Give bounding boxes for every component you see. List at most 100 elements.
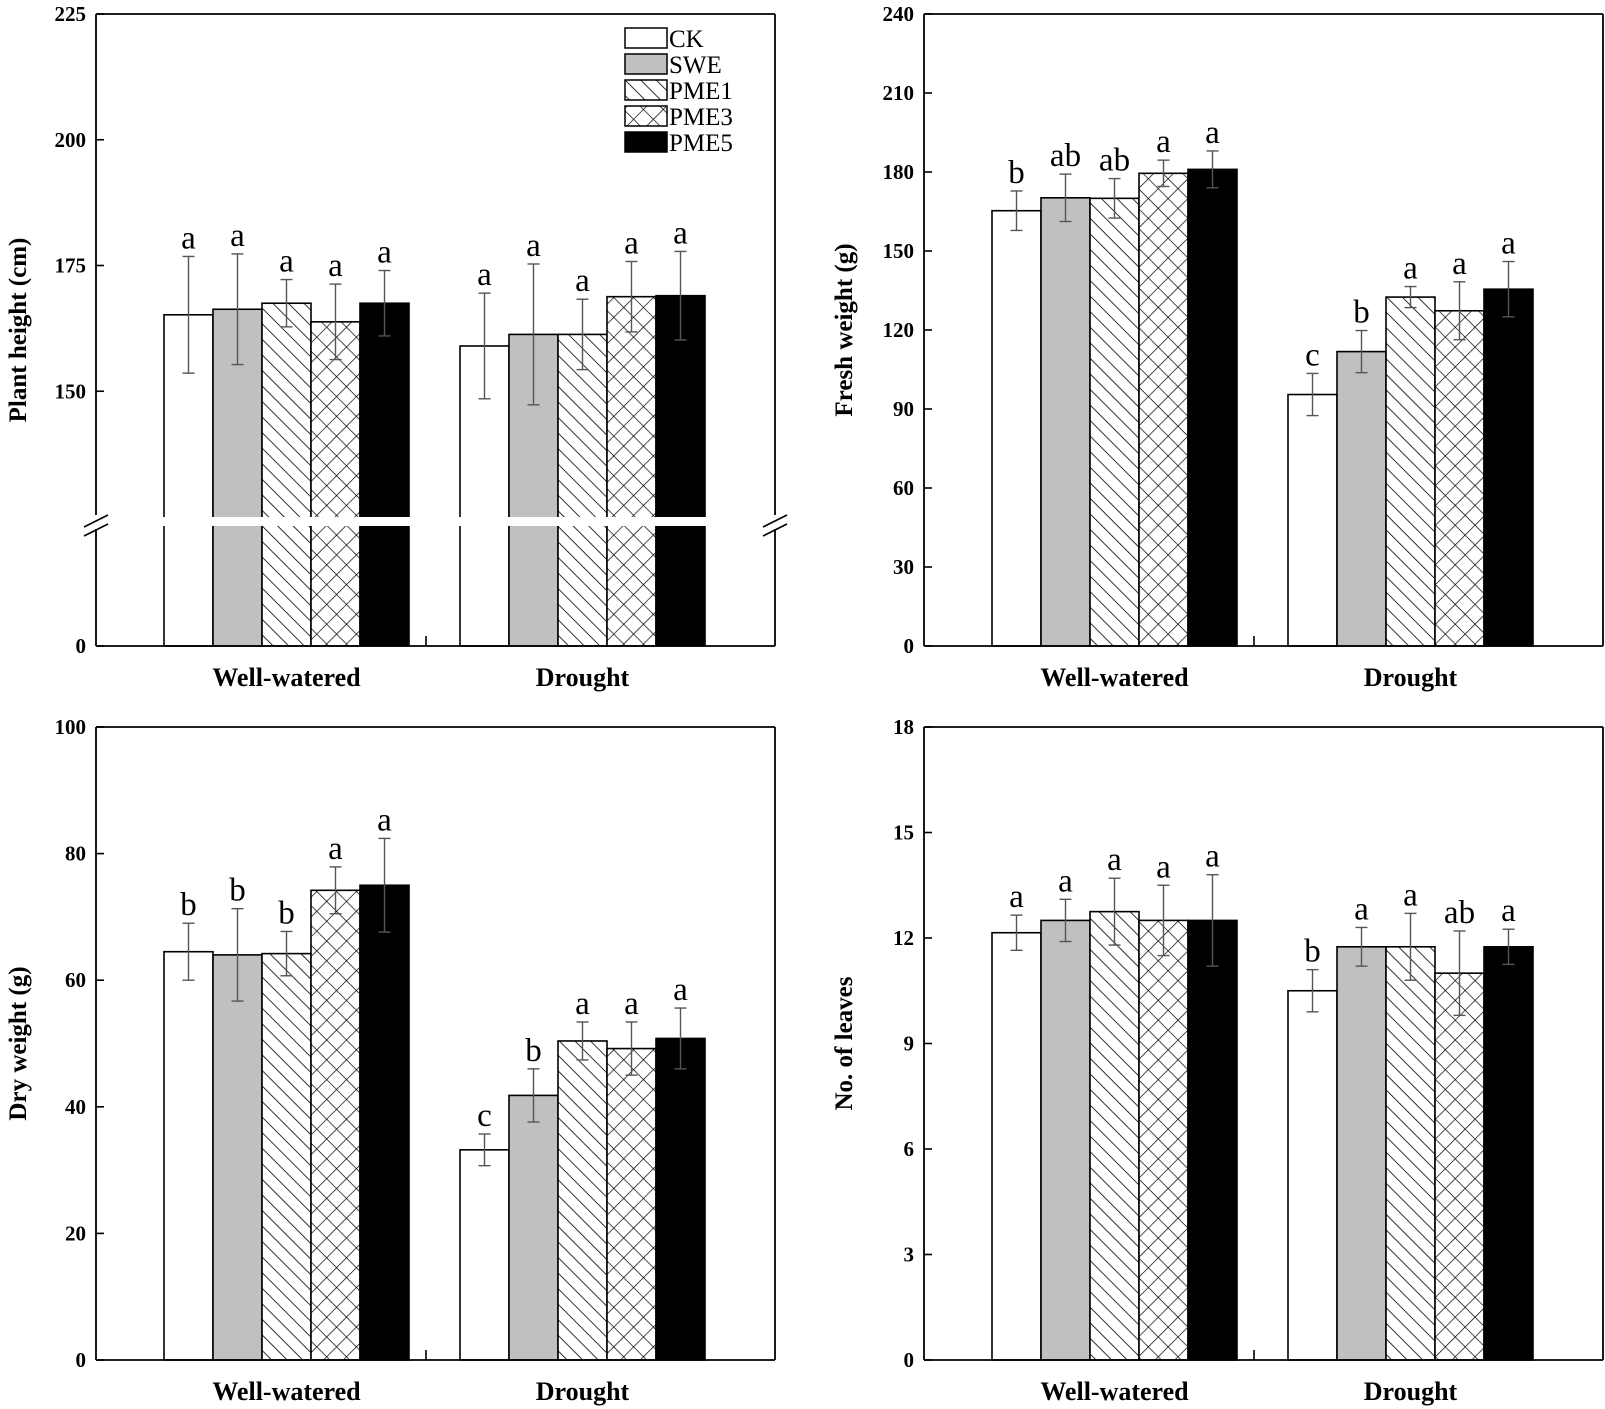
significance-letter: a [1501, 226, 1516, 262]
significance-letter: a [230, 218, 245, 254]
x-category-label: Well-watered [212, 663, 361, 692]
significance-letter: b [1304, 934, 1321, 970]
y-tick-label: 0 [76, 634, 87, 658]
legend-label-pme5: PME5 [669, 130, 733, 157]
bar-pme3-well-watered [310, 889, 361, 1361]
y-tick-label: 0 [76, 1348, 87, 1372]
axis-break-mark [83, 514, 109, 528]
bar-pme3-drought [606, 295, 657, 647]
legend-swatch-ck [624, 27, 668, 49]
significance-letter: a [673, 215, 688, 251]
bar-pme3-drought [606, 1047, 657, 1361]
y-tick-label: 150 [55, 379, 87, 403]
y-tick-label: 0 [904, 634, 915, 658]
bar-pme1-well-watered [1089, 197, 1140, 647]
y-tick-label: 200 [55, 128, 87, 152]
axis-break-gap [66, 517, 805, 526]
significance-letter: a [575, 263, 590, 299]
significance-letter: b [1008, 155, 1025, 191]
bar-pme5-well-watered [359, 302, 410, 647]
bar-pme5-well-watered [1187, 168, 1238, 647]
y-tick-label: 6 [904, 1137, 915, 1161]
bar-ck-drought [459, 1149, 510, 1361]
bar-ck-drought [1287, 393, 1338, 647]
y-tick-label: 175 [55, 254, 87, 278]
significance-letter: a [1403, 877, 1418, 913]
bar-pme3-drought [1434, 309, 1485, 647]
legend-swatch-pme1 [624, 79, 668, 101]
legend-label-pme1: PME1 [669, 78, 733, 105]
significance-letter: a [328, 831, 343, 867]
y-tick-label: 30 [893, 555, 914, 579]
legend-label-pme3: PME3 [669, 104, 733, 131]
significance-letter: a [377, 802, 392, 838]
significance-letter: a [624, 225, 639, 261]
legend-swatch-swe [624, 53, 668, 75]
legend-swatch-pme3 [624, 105, 668, 127]
bar-pme1-drought [1385, 945, 1436, 1361]
legend-swatch-pme5 [624, 131, 668, 153]
y-axis-title: Dry weight (g) [5, 966, 32, 1120]
significance-letter: a [1107, 842, 1122, 878]
significance-letter: a [1058, 863, 1073, 899]
y-tick-label: 60 [65, 968, 86, 992]
bar-pme1-well-watered [261, 952, 312, 1361]
significance-letter: a [1156, 849, 1171, 885]
significance-letter: c [477, 1098, 492, 1134]
bar-ck-well-watered [991, 931, 1042, 1361]
bar-pme5-drought [1483, 288, 1534, 647]
significance-letter: a [477, 257, 492, 293]
y-tick-label: 120 [883, 318, 915, 342]
significance-letter: c [1305, 337, 1320, 373]
axis-break-mark [762, 514, 788, 528]
significance-letter: b [229, 873, 246, 909]
x-category-label: Drought [1364, 663, 1458, 692]
y-tick-label: 60 [893, 476, 914, 500]
x-category-label: Well-watered [1040, 663, 1189, 692]
y-tick-label: 15 [893, 821, 914, 845]
significance-letter: a [575, 986, 590, 1022]
y-axis-title: Plant height (cm) [5, 238, 32, 423]
bar-pme1-well-watered [261, 302, 312, 647]
bar-pme5-drought [655, 1037, 706, 1361]
y-tick-label: 210 [883, 81, 915, 105]
significance-letter: a [624, 986, 639, 1022]
significance-letter: a [1156, 124, 1171, 160]
significance-letter: a [181, 220, 196, 256]
legend-label-ck: CK [669, 26, 704, 53]
bar-pme3-well-watered [310, 321, 361, 647]
y-tick-label: 90 [893, 397, 914, 421]
significance-letter: a [526, 228, 541, 264]
bar-pme5-well-watered [359, 884, 410, 1361]
bar-pme5-drought [1483, 945, 1534, 1361]
significance-letter: a [1403, 251, 1418, 287]
chart-panel-top-right: bcabbabaaaaa0306090120150180210240Well-w… [831, 2, 1604, 692]
y-tick-label: 80 [65, 842, 86, 866]
bar-swe-well-watered [1040, 197, 1091, 647]
bar-ck-drought [1287, 989, 1338, 1361]
bar-pme3-well-watered [1138, 919, 1189, 1361]
significance-letter: a [1009, 879, 1024, 915]
bar-swe-well-watered [1040, 919, 1091, 1361]
significance-letter: a [328, 248, 343, 284]
bar-swe-drought [1336, 350, 1387, 647]
y-tick-label: 12 [893, 926, 914, 950]
bar-pme1-drought [557, 333, 608, 647]
y-axis-title: Fresh weight (g) [831, 243, 858, 416]
y-tick-label: 40 [65, 1095, 86, 1119]
y-tick-label: 20 [65, 1221, 86, 1245]
significance-letter: a [1354, 891, 1369, 927]
y-tick-label: 18 [893, 715, 914, 739]
bar-pme5-well-watered [1187, 919, 1238, 1361]
bar-pme3-well-watered [1138, 172, 1189, 647]
x-category-label: Drought [536, 1377, 630, 1406]
x-category-label: Drought [1364, 1377, 1458, 1406]
bar-swe-well-watered [212, 954, 263, 1361]
bar-pme1-drought [1385, 296, 1436, 647]
y-tick-label: 3 [904, 1243, 915, 1267]
y-axis-title: No. of leaves [831, 976, 858, 1110]
significance-letter: a [1501, 893, 1516, 929]
